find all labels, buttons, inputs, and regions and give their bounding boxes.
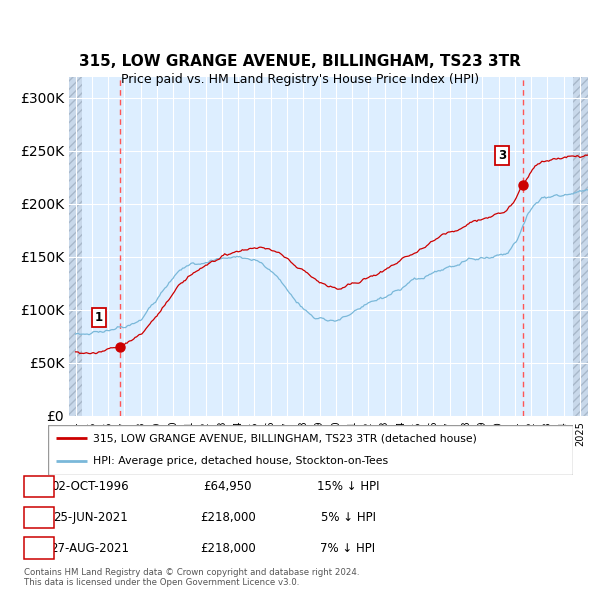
Text: 2: 2 — [35, 511, 43, 524]
Text: 15% ↓ HPI: 15% ↓ HPI — [317, 480, 379, 493]
Text: Contains HM Land Registry data © Crown copyright and database right 2024.
This d: Contains HM Land Registry data © Crown c… — [24, 568, 359, 587]
Text: 315, LOW GRANGE AVENUE, BILLINGHAM, TS23 3TR: 315, LOW GRANGE AVENUE, BILLINGHAM, TS23… — [79, 54, 521, 70]
Text: £218,000: £218,000 — [200, 511, 256, 524]
Text: 3: 3 — [498, 149, 506, 162]
Text: 02-OCT-1996: 02-OCT-1996 — [51, 480, 129, 493]
Bar — [69, 77, 82, 416]
Text: 315, LOW GRANGE AVENUE, BILLINGHAM, TS23 3TR (detached house): 315, LOW GRANGE AVENUE, BILLINGHAM, TS23… — [92, 433, 476, 443]
Text: 7% ↓ HPI: 7% ↓ HPI — [320, 542, 376, 555]
Text: £64,950: £64,950 — [204, 480, 252, 493]
Text: 3: 3 — [35, 542, 43, 555]
Text: Price paid vs. HM Land Registry's House Price Index (HPI): Price paid vs. HM Land Registry's House … — [121, 73, 479, 86]
Text: 25-JUN-2021: 25-JUN-2021 — [53, 511, 127, 524]
FancyBboxPatch shape — [48, 425, 573, 475]
Text: 27-AUG-2021: 27-AUG-2021 — [50, 542, 130, 555]
Text: 1: 1 — [35, 480, 43, 493]
Text: HPI: Average price, detached house, Stockton-on-Tees: HPI: Average price, detached house, Stoc… — [92, 457, 388, 467]
Bar — [573, 77, 588, 416]
Text: 5% ↓ HPI: 5% ↓ HPI — [320, 511, 376, 524]
Text: 1: 1 — [95, 311, 103, 324]
Text: £218,000: £218,000 — [200, 542, 256, 555]
